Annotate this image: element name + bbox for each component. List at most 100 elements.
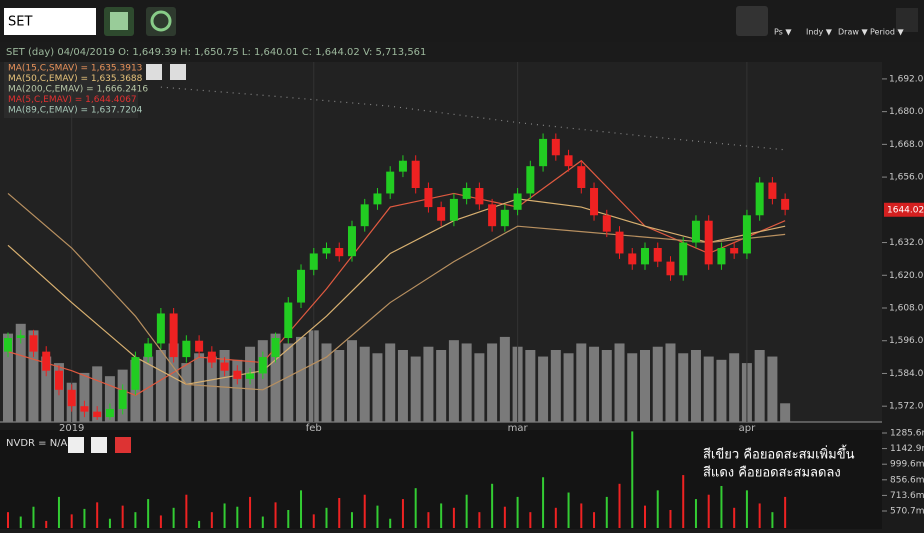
nvdr-bar bbox=[198, 520, 201, 528]
ma-line bbox=[7, 192, 786, 391]
volume-bar bbox=[665, 343, 676, 422]
nvdr-bar bbox=[694, 499, 697, 528]
volume-bar bbox=[538, 356, 549, 422]
candle-body bbox=[322, 248, 331, 254]
nvdr-settings-button[interactable] bbox=[91, 437, 107, 453]
legend-entry: MA(200,C,EMAV) = 1,666.2416 bbox=[8, 85, 148, 95]
candle-body bbox=[105, 408, 114, 418]
nvdr-bar bbox=[618, 483, 621, 528]
candle-body bbox=[207, 351, 216, 363]
nvdr-up-button[interactable] bbox=[68, 437, 84, 453]
candle-body bbox=[526, 166, 535, 194]
nvdr-bar bbox=[261, 516, 264, 528]
candle-button[interactable] bbox=[736, 6, 768, 36]
nvdr-bar bbox=[32, 506, 35, 528]
legend-entry: MA(15,C,SMAV) = 1,635.3913 bbox=[8, 64, 142, 74]
x-tick-label: mar bbox=[508, 423, 529, 434]
nvdr-bar bbox=[300, 490, 303, 528]
candle-body bbox=[144, 343, 153, 358]
nvdr-bar bbox=[312, 514, 315, 528]
candle-body bbox=[500, 209, 509, 227]
volume-bar bbox=[627, 353, 638, 422]
nvdr-bar bbox=[376, 505, 379, 528]
candle-body bbox=[539, 138, 548, 167]
nvdr-bar bbox=[542, 477, 545, 528]
candle-body bbox=[551, 138, 560, 156]
nvdr-bar bbox=[631, 431, 634, 528]
volume-bar bbox=[754, 350, 765, 422]
symbol: SET bbox=[8, 15, 32, 30]
candle-body bbox=[628, 253, 637, 265]
fullscreen-button[interactable] bbox=[896, 8, 918, 32]
down-button[interactable] bbox=[170, 64, 186, 80]
calendar-icon bbox=[110, 12, 128, 30]
volume-bar bbox=[283, 343, 294, 422]
nvdr-bar bbox=[389, 518, 392, 528]
candle-body bbox=[195, 340, 204, 352]
legend-entry: MA(5,C,EMAV) = 1,644.4067 bbox=[8, 95, 137, 105]
y-tick-label: 1,680.00 bbox=[889, 107, 924, 117]
candle-body bbox=[182, 340, 191, 358]
volume-bar bbox=[550, 350, 561, 422]
nvdr-bar bbox=[45, 520, 48, 528]
candle-body bbox=[641, 248, 649, 265]
symbol-input[interactable] bbox=[4, 8, 96, 35]
nvdr-bar bbox=[593, 512, 596, 528]
volume-bar bbox=[448, 340, 459, 422]
candle-body bbox=[335, 248, 344, 257]
nvdr-bar bbox=[249, 496, 252, 528]
nvdr-bar bbox=[733, 507, 736, 528]
nvdr-close-button[interactable] bbox=[115, 437, 131, 453]
volume-bar bbox=[181, 363, 192, 422]
candle-body bbox=[462, 188, 471, 199]
candle-body bbox=[93, 411, 102, 418]
candle-body bbox=[169, 313, 178, 358]
legend-entry: MA(50,C,EMAV) = 1,635.3688 bbox=[8, 74, 143, 84]
toolbar-menu: Indy ▼ bbox=[806, 28, 833, 37]
candle-body bbox=[615, 231, 624, 254]
candle-body bbox=[730, 248, 739, 254]
volume-bar bbox=[716, 359, 727, 422]
volume-bar bbox=[640, 350, 650, 422]
nvdr-bar bbox=[7, 512, 9, 528]
volume-bar bbox=[563, 353, 574, 422]
nvdr-bar bbox=[707, 494, 710, 528]
volume-bar bbox=[155, 350, 166, 422]
volume-bar bbox=[614, 343, 625, 422]
volume-bar bbox=[372, 353, 383, 422]
candle-body bbox=[220, 362, 229, 371]
nvdr-bar bbox=[745, 490, 748, 528]
candle-body bbox=[411, 160, 420, 188]
nvdr-bar bbox=[478, 512, 481, 528]
candle-body bbox=[602, 215, 611, 232]
nvdr-bar bbox=[656, 490, 659, 528]
nvdr-bar bbox=[644, 505, 646, 528]
last-price-box bbox=[884, 202, 924, 217]
nvdr-bar bbox=[465, 494, 468, 528]
candle-body bbox=[666, 261, 675, 276]
candle-body bbox=[679, 242, 688, 276]
volume-bar bbox=[359, 346, 370, 422]
candle-body bbox=[67, 389, 76, 407]
y-tick-label: 1,584.00 bbox=[889, 369, 924, 379]
nvdr-bar bbox=[401, 499, 404, 528]
candle-body bbox=[653, 248, 662, 262]
nvdr-bar bbox=[325, 507, 328, 528]
nvdr-bar bbox=[350, 512, 353, 528]
header: SET (day) 04/04/2019 O: 1,649.39 H: 1,65… bbox=[6, 47, 426, 58]
legend-box bbox=[4, 62, 138, 118]
volume-bar bbox=[601, 350, 612, 422]
candle-body bbox=[131, 357, 140, 390]
y-tick-label: 1,596.00 bbox=[889, 336, 924, 346]
expand-button[interactable] bbox=[146, 64, 162, 80]
volume-bar bbox=[576, 343, 587, 422]
nvdr-bar bbox=[452, 507, 455, 528]
candle-body bbox=[755, 182, 764, 216]
y-tick-label: 1,656.00 bbox=[889, 173, 924, 183]
volume-bar bbox=[79, 372, 90, 422]
nvdr-bar bbox=[427, 512, 430, 528]
y-tick-label: 856.6m bbox=[890, 475, 924, 485]
volume-bar bbox=[143, 356, 154, 422]
volume-bar bbox=[423, 346, 434, 422]
nvdr-bar bbox=[440, 503, 443, 528]
